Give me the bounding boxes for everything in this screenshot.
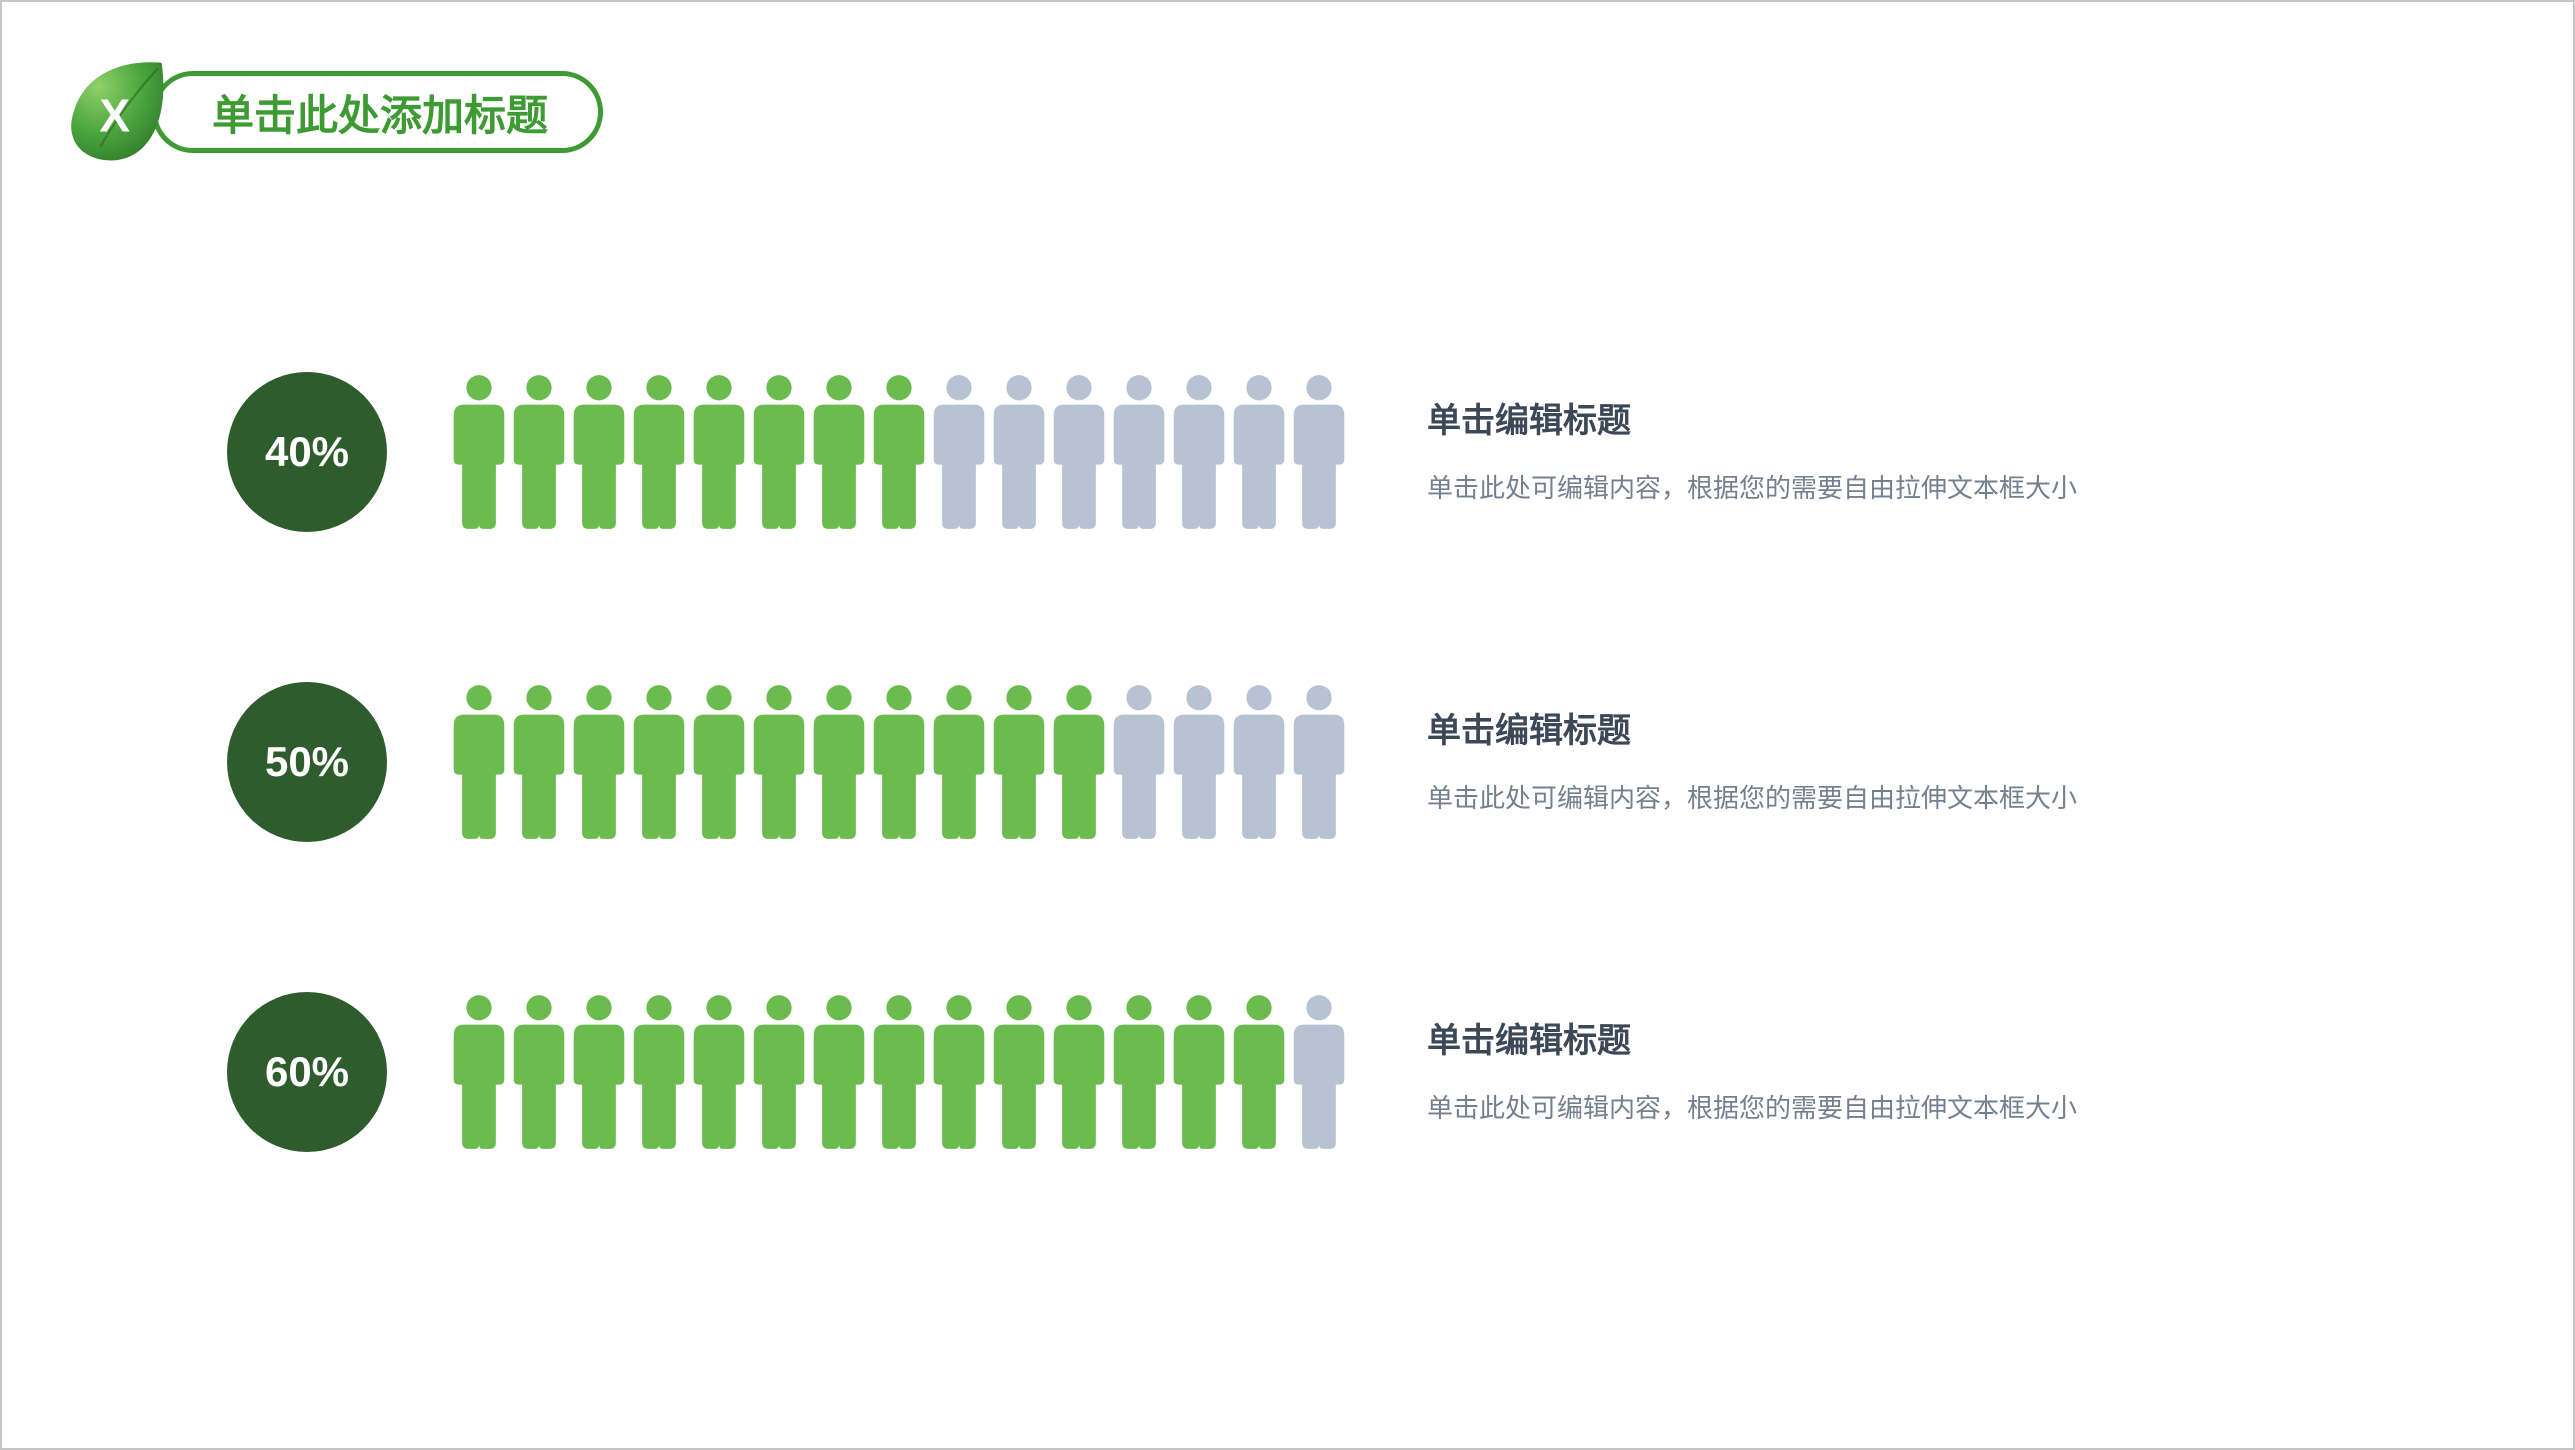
svg-text:X: X xyxy=(99,90,130,142)
person-icon xyxy=(1107,373,1171,531)
percent-circle: 50% xyxy=(227,682,387,842)
percent-circle: 60% xyxy=(227,992,387,1152)
person-icon xyxy=(987,993,1051,1151)
title-pill: 单击此处添加标题 xyxy=(152,71,603,153)
pictograph-row: 60% 单击 xyxy=(227,992,2453,1152)
pictograph-rows: 40% 单击 xyxy=(227,372,2453,1152)
row-text-block: 单击编辑标题单击此处可编辑内容，根据您的需要自由拉伸文本框大小 xyxy=(1427,393,2147,510)
person-icon xyxy=(1287,993,1351,1151)
row-title: 单击编辑标题 xyxy=(1427,1013,2147,1062)
person-icon xyxy=(1047,993,1111,1151)
person-icon xyxy=(1287,373,1351,531)
pictograph-row: 50% 单击 xyxy=(227,682,2453,842)
slide: X 单击此处添加标题 40% xyxy=(0,0,2575,1450)
slide-title: 单击此处添加标题 xyxy=(212,82,548,143)
person-icon xyxy=(1227,373,1291,531)
person-icon xyxy=(1047,373,1111,531)
person-icon xyxy=(627,993,691,1151)
leaf-badge: X xyxy=(62,57,177,167)
person-icon xyxy=(867,373,931,531)
person-icon xyxy=(627,683,691,841)
person-icon xyxy=(1107,683,1171,841)
person-icon xyxy=(1107,993,1171,1151)
person-icon xyxy=(927,373,991,531)
people-icons xyxy=(447,373,1347,531)
people-icons xyxy=(447,683,1347,841)
people-icons xyxy=(447,993,1347,1151)
person-icon xyxy=(1167,683,1231,841)
person-icon xyxy=(507,373,571,531)
row-title: 单击编辑标题 xyxy=(1427,703,2147,752)
person-icon xyxy=(747,373,811,531)
person-icon xyxy=(507,993,571,1151)
person-icon xyxy=(1167,373,1231,531)
person-icon xyxy=(807,373,871,531)
person-icon xyxy=(1227,993,1291,1151)
person-icon xyxy=(867,683,931,841)
person-icon xyxy=(747,993,811,1151)
person-icon xyxy=(687,993,751,1151)
person-icon xyxy=(447,373,511,531)
row-desc: 单击此处可编辑内容，根据您的需要自由拉伸文本框大小 xyxy=(1427,1086,2147,1130)
percent-label: 40% xyxy=(265,428,349,476)
person-icon xyxy=(447,993,511,1151)
percent-label: 50% xyxy=(265,738,349,786)
person-icon xyxy=(567,373,631,531)
person-icon xyxy=(927,683,991,841)
person-icon xyxy=(1287,683,1351,841)
person-icon xyxy=(1047,683,1111,841)
person-icon xyxy=(807,993,871,1151)
person-icon xyxy=(987,373,1051,531)
row-desc: 单击此处可编辑内容，根据您的需要自由拉伸文本框大小 xyxy=(1427,776,2147,820)
percent-label: 60% xyxy=(265,1048,349,1096)
person-icon xyxy=(987,683,1051,841)
person-icon xyxy=(447,683,511,841)
person-icon xyxy=(687,683,751,841)
person-icon xyxy=(1167,993,1231,1151)
person-icon xyxy=(627,373,691,531)
row-text-block: 单击编辑标题单击此处可编辑内容，根据您的需要自由拉伸文本框大小 xyxy=(1427,1013,2147,1130)
person-icon xyxy=(1227,683,1291,841)
slide-header: X 单击此处添加标题 xyxy=(62,57,603,167)
row-text-block: 单击编辑标题单击此处可编辑内容，根据您的需要自由拉伸文本框大小 xyxy=(1427,703,2147,820)
person-icon xyxy=(927,993,991,1151)
pictograph-row: 40% 单击 xyxy=(227,372,2453,532)
person-icon xyxy=(567,993,631,1151)
person-icon xyxy=(747,683,811,841)
person-icon xyxy=(807,683,871,841)
row-desc: 单击此处可编辑内容，根据您的需要自由拉伸文本框大小 xyxy=(1427,466,2147,510)
person-icon xyxy=(867,993,931,1151)
percent-circle: 40% xyxy=(227,372,387,532)
person-icon xyxy=(567,683,631,841)
person-icon xyxy=(687,373,751,531)
row-title: 单击编辑标题 xyxy=(1427,393,2147,442)
person-icon xyxy=(507,683,571,841)
